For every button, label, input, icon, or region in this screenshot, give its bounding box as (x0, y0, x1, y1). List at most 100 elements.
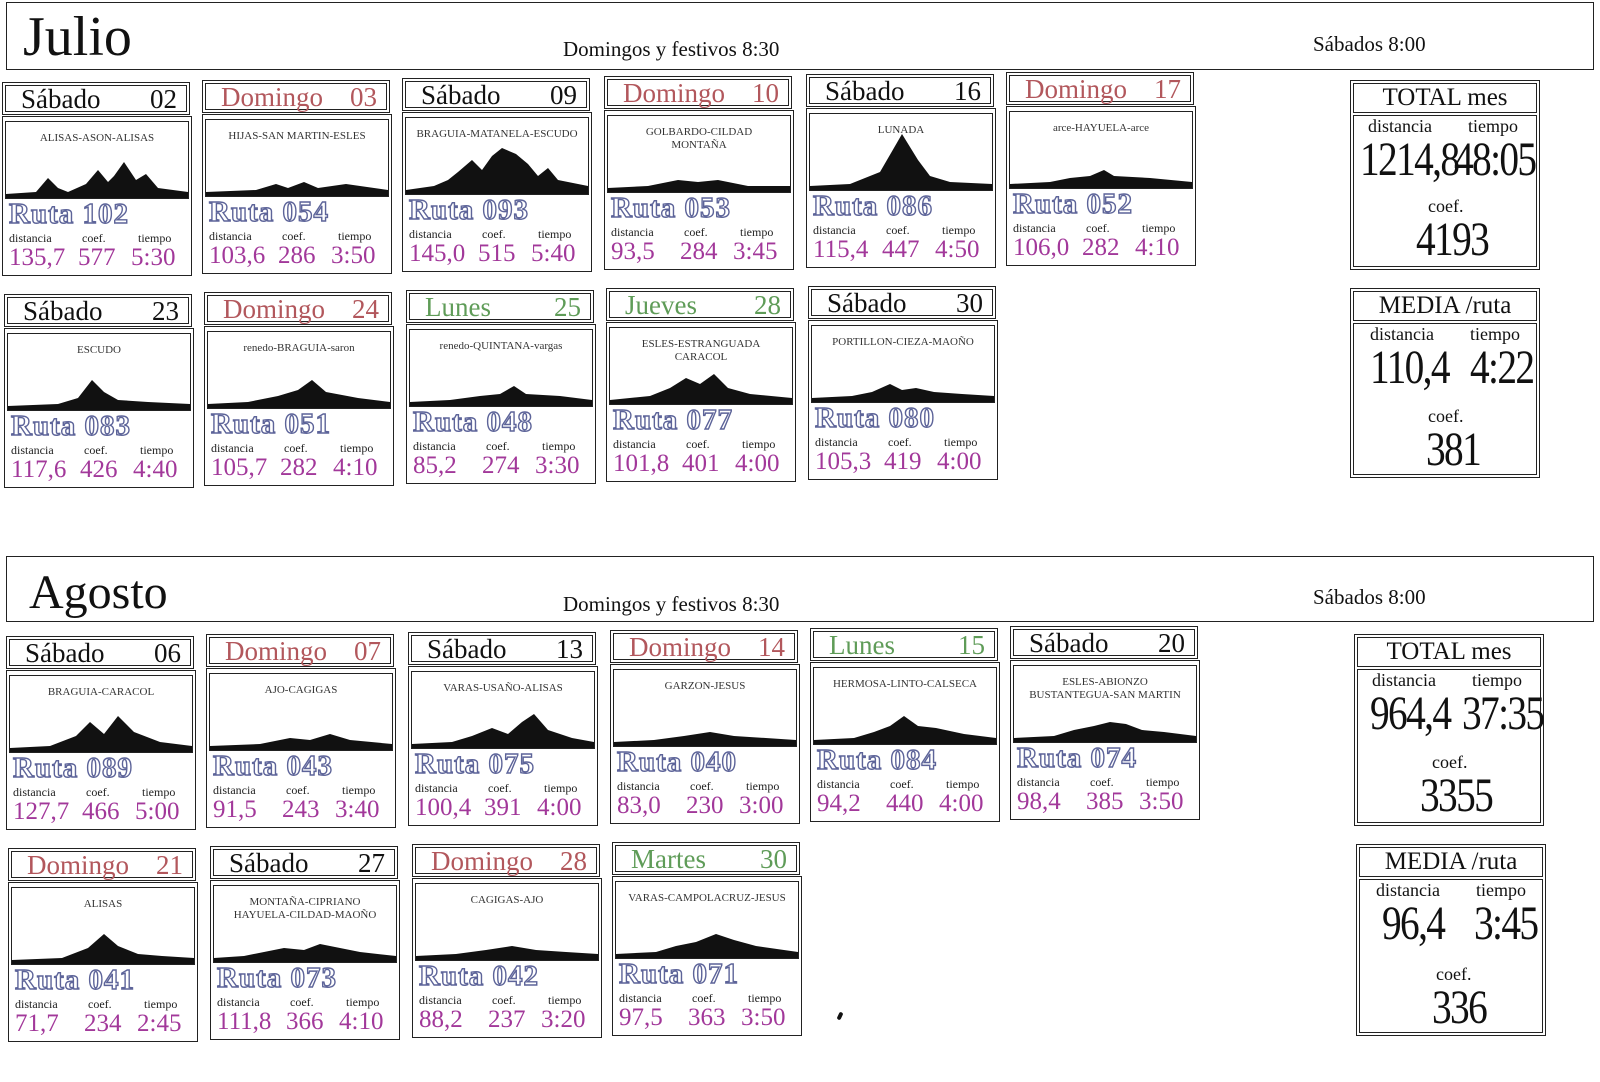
distance-value: 127,7 (13, 798, 70, 825)
ruta-number: Ruta 052 (1012, 188, 1133, 220)
coef-value: 440 (886, 790, 924, 817)
day-header: Lunes 15 (810, 628, 998, 661)
time-label: tiempo (342, 783, 376, 797)
route-card-body: PORTILLON-CIEZA-MAOÑO Ruta 080 distancia… (808, 320, 998, 480)
coef-value: 385 (1086, 788, 1124, 815)
time-value: 3:20 (541, 1006, 586, 1033)
day-header: Sábado 20 (1010, 626, 1198, 659)
day-name: Sábado (21, 84, 101, 114)
time-value: 3:50 (331, 242, 376, 269)
day-name: Sábado (421, 80, 501, 110)
time-label: tiempo (140, 443, 174, 457)
mountain-icon (8, 380, 190, 410)
coef-label: coef. (690, 779, 714, 793)
distance-label: distancia (15, 997, 58, 1011)
distance-value: 97,5 (619, 1004, 663, 1031)
ruta-label: Ruta 053 (610, 192, 731, 224)
distance-label: distancia (1013, 221, 1056, 235)
distance-value: 88,2 (419, 1006, 463, 1033)
route-name: ESCUDO (76, 344, 121, 356)
coef-value: 243 (282, 796, 320, 823)
elevation-profile: VARAS-USAÑO-ALISAS (411, 671, 595, 749)
day-name: Martes (631, 844, 706, 874)
ruta-number: Ruta 089 (12, 752, 133, 783)
coef-label: coef. (1090, 775, 1114, 789)
ruta-label: Ruta 080 (814, 402, 935, 434)
mountain-icon (608, 180, 790, 192)
ruta-label: Ruta 102 (8, 198, 129, 230)
route-name: GOLBARDO-CILDAD MONTAÑA (645, 126, 753, 151)
day-header: Domingo 10 (604, 76, 792, 109)
route-name: ALISAS-ASON-ALISAS (39, 132, 155, 144)
distance-value: 85,2 (413, 452, 457, 479)
day-name: Sábado (825, 76, 905, 106)
time-label: tiempo (942, 223, 976, 237)
ruta-number: Ruta 093 (408, 194, 529, 225)
ruta-label: Ruta 042 (418, 960, 539, 992)
elevation-profile: renedo-BRAGUIA-saron (207, 331, 391, 409)
schedule-saturdays: Sábados 8:00 (1313, 585, 1426, 609)
distance-value: 105,3 (815, 448, 872, 475)
day-name: Domingo (225, 636, 328, 666)
distance-value: 83,0 (617, 792, 661, 819)
route-card-body: arce-HAYUELA-arce Ruta 052 distancia coe… (1006, 106, 1196, 266)
day-number: 17 (1154, 74, 1181, 104)
coef-value: 286 (278, 242, 316, 269)
mountain-icon (410, 386, 592, 406)
distance-value: 111,8 (217, 1008, 272, 1035)
route-card: Domingo 14 GARZON-JESUS Ruta 040 distanc… (610, 630, 802, 826)
time-label: tiempo (340, 441, 374, 455)
coef-label: coef. (486, 439, 510, 453)
time-label: tiempo (946, 777, 980, 791)
route-card-body: LUNADA Ruta 086 distancia coef. tiempo 1… (806, 108, 996, 268)
time-value: 3:50 (741, 1004, 786, 1031)
route-name: arce-HAYUELA-arce (1052, 122, 1150, 134)
time-value: 5:40 (531, 240, 576, 267)
total-inner: distancia tiempo 964,4 37:35 coef. 3355 (1357, 669, 1545, 823)
total-time-value: 48:05 (1454, 133, 1537, 186)
day-number: 28 (560, 846, 587, 876)
time-value: 4:00 (939, 790, 984, 817)
route-card: Sábado 16 LUNADA Ruta 086 distancia coef… (806, 74, 998, 270)
distance-label: distancia (611, 225, 654, 239)
route-card-body: CAGIGAS-AJO Ruta 042 distancia coef. tie… (412, 878, 602, 1038)
route-name: LUNADA (877, 124, 925, 136)
distance-label: distancia (415, 781, 458, 795)
day-header: Domingo 24 (204, 292, 392, 325)
media-coef-value: 381 (1426, 423, 1482, 476)
ruta-number: Ruta 054 (208, 196, 329, 227)
total-dist-label: distancia (1372, 670, 1436, 690)
time-value: 4:40 (133, 456, 178, 483)
coef-label: coef. (282, 229, 306, 243)
time-value: 3:00 (739, 792, 784, 819)
time-value: 4:50 (935, 236, 980, 263)
time-label: tiempo (742, 437, 776, 451)
day-name: Domingo (1025, 74, 1128, 104)
distance-label: distancia (11, 443, 54, 457)
mountain-icon (10, 716, 192, 752)
time-label: tiempo (748, 991, 782, 1005)
route-card-body: VARAS-USAÑO-ALISAS Ruta 075 distancia co… (408, 666, 598, 826)
total-dist-value: 964,4 (1370, 687, 1452, 740)
coef-value: 515 (478, 240, 516, 267)
media-time-label: tiempo (1476, 880, 1526, 900)
coef-label: coef. (86, 785, 110, 799)
route-name: BRAGUIA-CARACOL (47, 686, 155, 698)
ruta-label: Ruta 052 (1012, 188, 1133, 220)
route-card: Sábado 27 MONTAÑA-CIPRIANO HAYUELA-CILDA… (210, 846, 402, 1042)
route-card: Domingo 07 AJO-CAGIGAS Ruta 043 distanci… (206, 634, 398, 830)
mountain-icon (814, 716, 996, 744)
route-card: Sábado 13 VARAS-USAÑO-ALISAS Ruta 075 di… (408, 632, 600, 828)
coef-value: 282 (280, 454, 318, 481)
day-name: Lunes (425, 292, 491, 322)
media-time-value: 3:45 (1474, 897, 1539, 950)
route-card: Lunes 15 HERMOSA-LINTO-CALSECA Ruta 084 … (810, 628, 1002, 824)
distance-label: distancia (817, 777, 860, 791)
distance-label: distancia (209, 229, 252, 243)
month-title: Julio (23, 6, 132, 68)
route-card-body: AJO-CAGIGAS Ruta 043 distancia coef. tie… (206, 668, 396, 828)
day-number: 30 (760, 844, 787, 874)
route-name: VARAS-USAÑO-ALISAS (443, 682, 563, 694)
mountain-icon (412, 714, 594, 748)
day-name: Domingo (27, 850, 130, 880)
